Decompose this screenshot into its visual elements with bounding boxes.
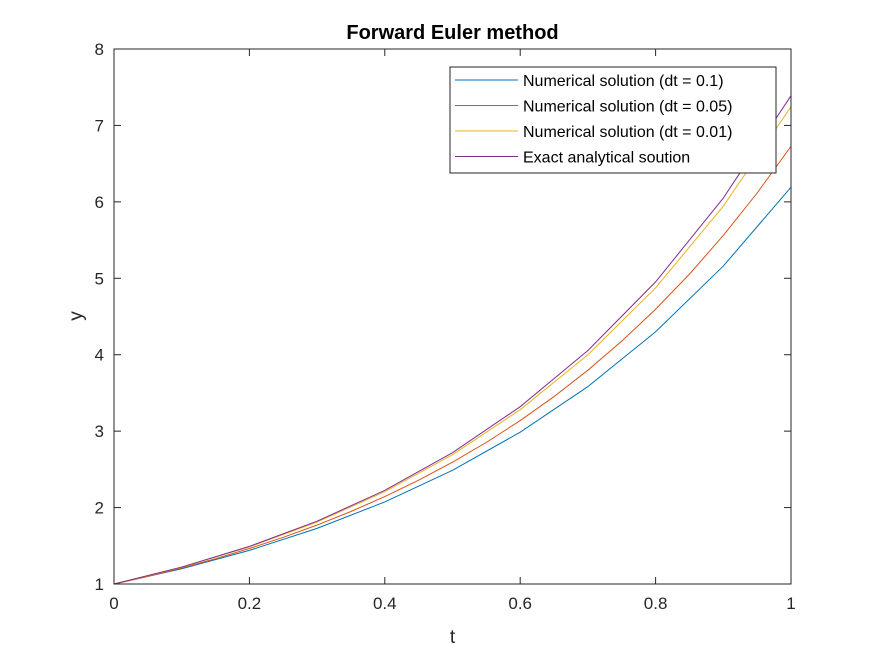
- y-tick-label: 8: [95, 40, 104, 59]
- y-tick-label: 7: [95, 116, 104, 135]
- ticks-layer: 0 0.2 0.4 0.6 0.8 1 1 2 3 4 5 6 7 8: [95, 40, 796, 613]
- legend-label-1: Numerical solution (dt = 0.1): [523, 73, 724, 90]
- x-tick-label: 0: [109, 594, 118, 613]
- y-tick-label: 1: [95, 575, 104, 594]
- legend-label-3: Numerical solution (dt = 0.01): [523, 124, 732, 141]
- chart-title: Forward Euler method: [346, 22, 558, 44]
- series-line-2: [113, 145, 792, 585]
- x-tick-label: 0.8: [644, 594, 668, 613]
- x-tick-label: 1: [786, 594, 795, 613]
- legend-label-2: Numerical solution (dt = 0.05): [523, 99, 732, 116]
- y-tick-label: 3: [95, 422, 104, 441]
- y-tick-label: 6: [95, 193, 104, 212]
- y-tick-label: 2: [95, 499, 104, 518]
- x-tick-label: 0.4: [373, 594, 397, 613]
- series-line-4: [113, 95, 792, 585]
- legend: Numerical solution (dt = 0.1) Numerical s…: [449, 66, 777, 174]
- series-layer: [113, 95, 792, 585]
- axes-box: [113, 48, 792, 585]
- x-axis-label: t: [450, 627, 456, 648]
- x-tick-label: 0.2: [238, 594, 262, 613]
- y-axis-label: y: [66, 311, 87, 321]
- series-line-1: [113, 186, 792, 585]
- legend-label-4: Exact analytical soution: [523, 150, 690, 167]
- legend-items: Numerical solution (dt = 0.1) Numerical s…: [455, 73, 732, 167]
- y-tick-label: 4: [95, 346, 104, 365]
- x-tick-label: 0.6: [508, 594, 532, 613]
- legend-box: [449, 66, 777, 174]
- y-tick-label: 5: [95, 269, 104, 288]
